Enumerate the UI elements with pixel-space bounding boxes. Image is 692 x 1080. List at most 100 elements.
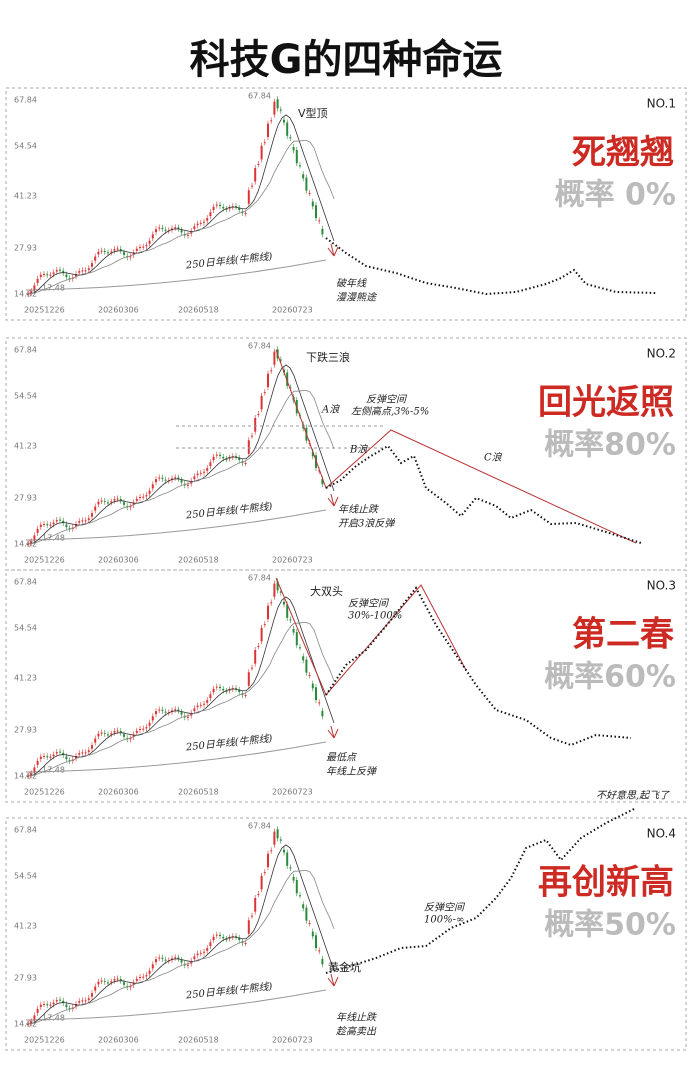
annotation: 30%-100% [348,611,402,622]
candle [289,619,292,621]
candle [279,359,282,361]
candle [30,773,33,776]
candle [244,942,247,944]
candle [286,122,289,136]
candle [302,656,305,661]
candle [33,1015,36,1020]
candle [59,269,61,271]
candle [142,246,145,248]
arrow [327,493,339,507]
candle [39,524,42,527]
candle [62,752,65,755]
x-label: 20251226 [24,788,65,797]
candle [187,716,189,718]
candle [279,839,282,841]
y-label: 14.62 [14,540,37,549]
candle [244,212,247,214]
candle [151,964,154,969]
candle [276,829,279,839]
candle [97,251,100,255]
candle [107,982,109,984]
y-label: 14.62 [14,290,37,299]
candle [33,285,36,290]
candle [145,975,148,977]
candle [55,520,58,522]
candle [270,370,273,372]
candle [123,502,125,505]
candle [260,875,263,890]
peak-label: 67.84 [248,822,271,831]
future-path [325,586,632,747]
candle [91,745,93,749]
candle [116,498,119,500]
candle [193,226,196,230]
candle [158,477,161,479]
x-label: 20260723 [272,556,313,565]
candle [171,228,173,230]
ma250 [25,509,327,541]
arrow [327,243,339,257]
candle [49,756,52,758]
x-label: 20260723 [272,306,313,315]
annotation: A浪 [321,404,340,416]
candle [36,278,39,283]
candle [174,957,177,959]
candle [81,1000,84,1002]
candle [251,915,253,917]
candle [158,709,161,711]
candle [196,473,199,476]
candle [139,729,141,731]
candle [215,204,218,206]
candle [55,270,58,272]
candle [251,435,253,437]
probability: 概率50% [544,908,676,943]
annotation: 下跌三浪 [306,350,350,364]
candle [84,270,87,272]
candle [113,249,116,251]
ma-label: 250日年线(牛熊线) [184,980,273,1001]
candle [247,920,250,934]
y-label: 27.93 [14,726,37,735]
candle [260,145,263,160]
candle [65,756,68,760]
future-path [325,237,657,296]
candle [119,499,122,501]
candle [263,142,266,144]
candle [308,674,311,676]
candle [68,278,71,280]
candle [119,249,122,251]
peak-label: 67.84 [248,92,271,101]
candle [142,728,145,730]
candle [225,938,228,940]
y-label: 67.84 [14,826,37,835]
candle [59,519,61,521]
candle [100,980,103,982]
candle [81,520,84,522]
candle [206,218,209,221]
candle [260,395,263,410]
annotation: 年线止跌 [336,1012,377,1024]
annotation: 破年线 [336,278,367,290]
candle [100,250,103,252]
candle [36,528,39,533]
candle [113,731,116,733]
candle [46,1004,49,1006]
y-label: 54.54 [14,142,37,151]
candle [148,490,151,494]
candle [55,1000,58,1002]
candle [119,731,122,733]
candle [247,190,250,204]
candle [161,957,164,959]
candle [62,270,65,273]
candle [107,252,109,254]
arrow [327,725,339,739]
candle [65,524,68,528]
candle [215,686,218,688]
candle [107,502,109,504]
candle [91,993,93,997]
candle [75,273,77,277]
y-label: 67.84 [14,346,37,355]
x-label: 20260306 [98,306,139,315]
scenario-name: 第二春 [572,615,674,655]
candle [33,767,36,772]
